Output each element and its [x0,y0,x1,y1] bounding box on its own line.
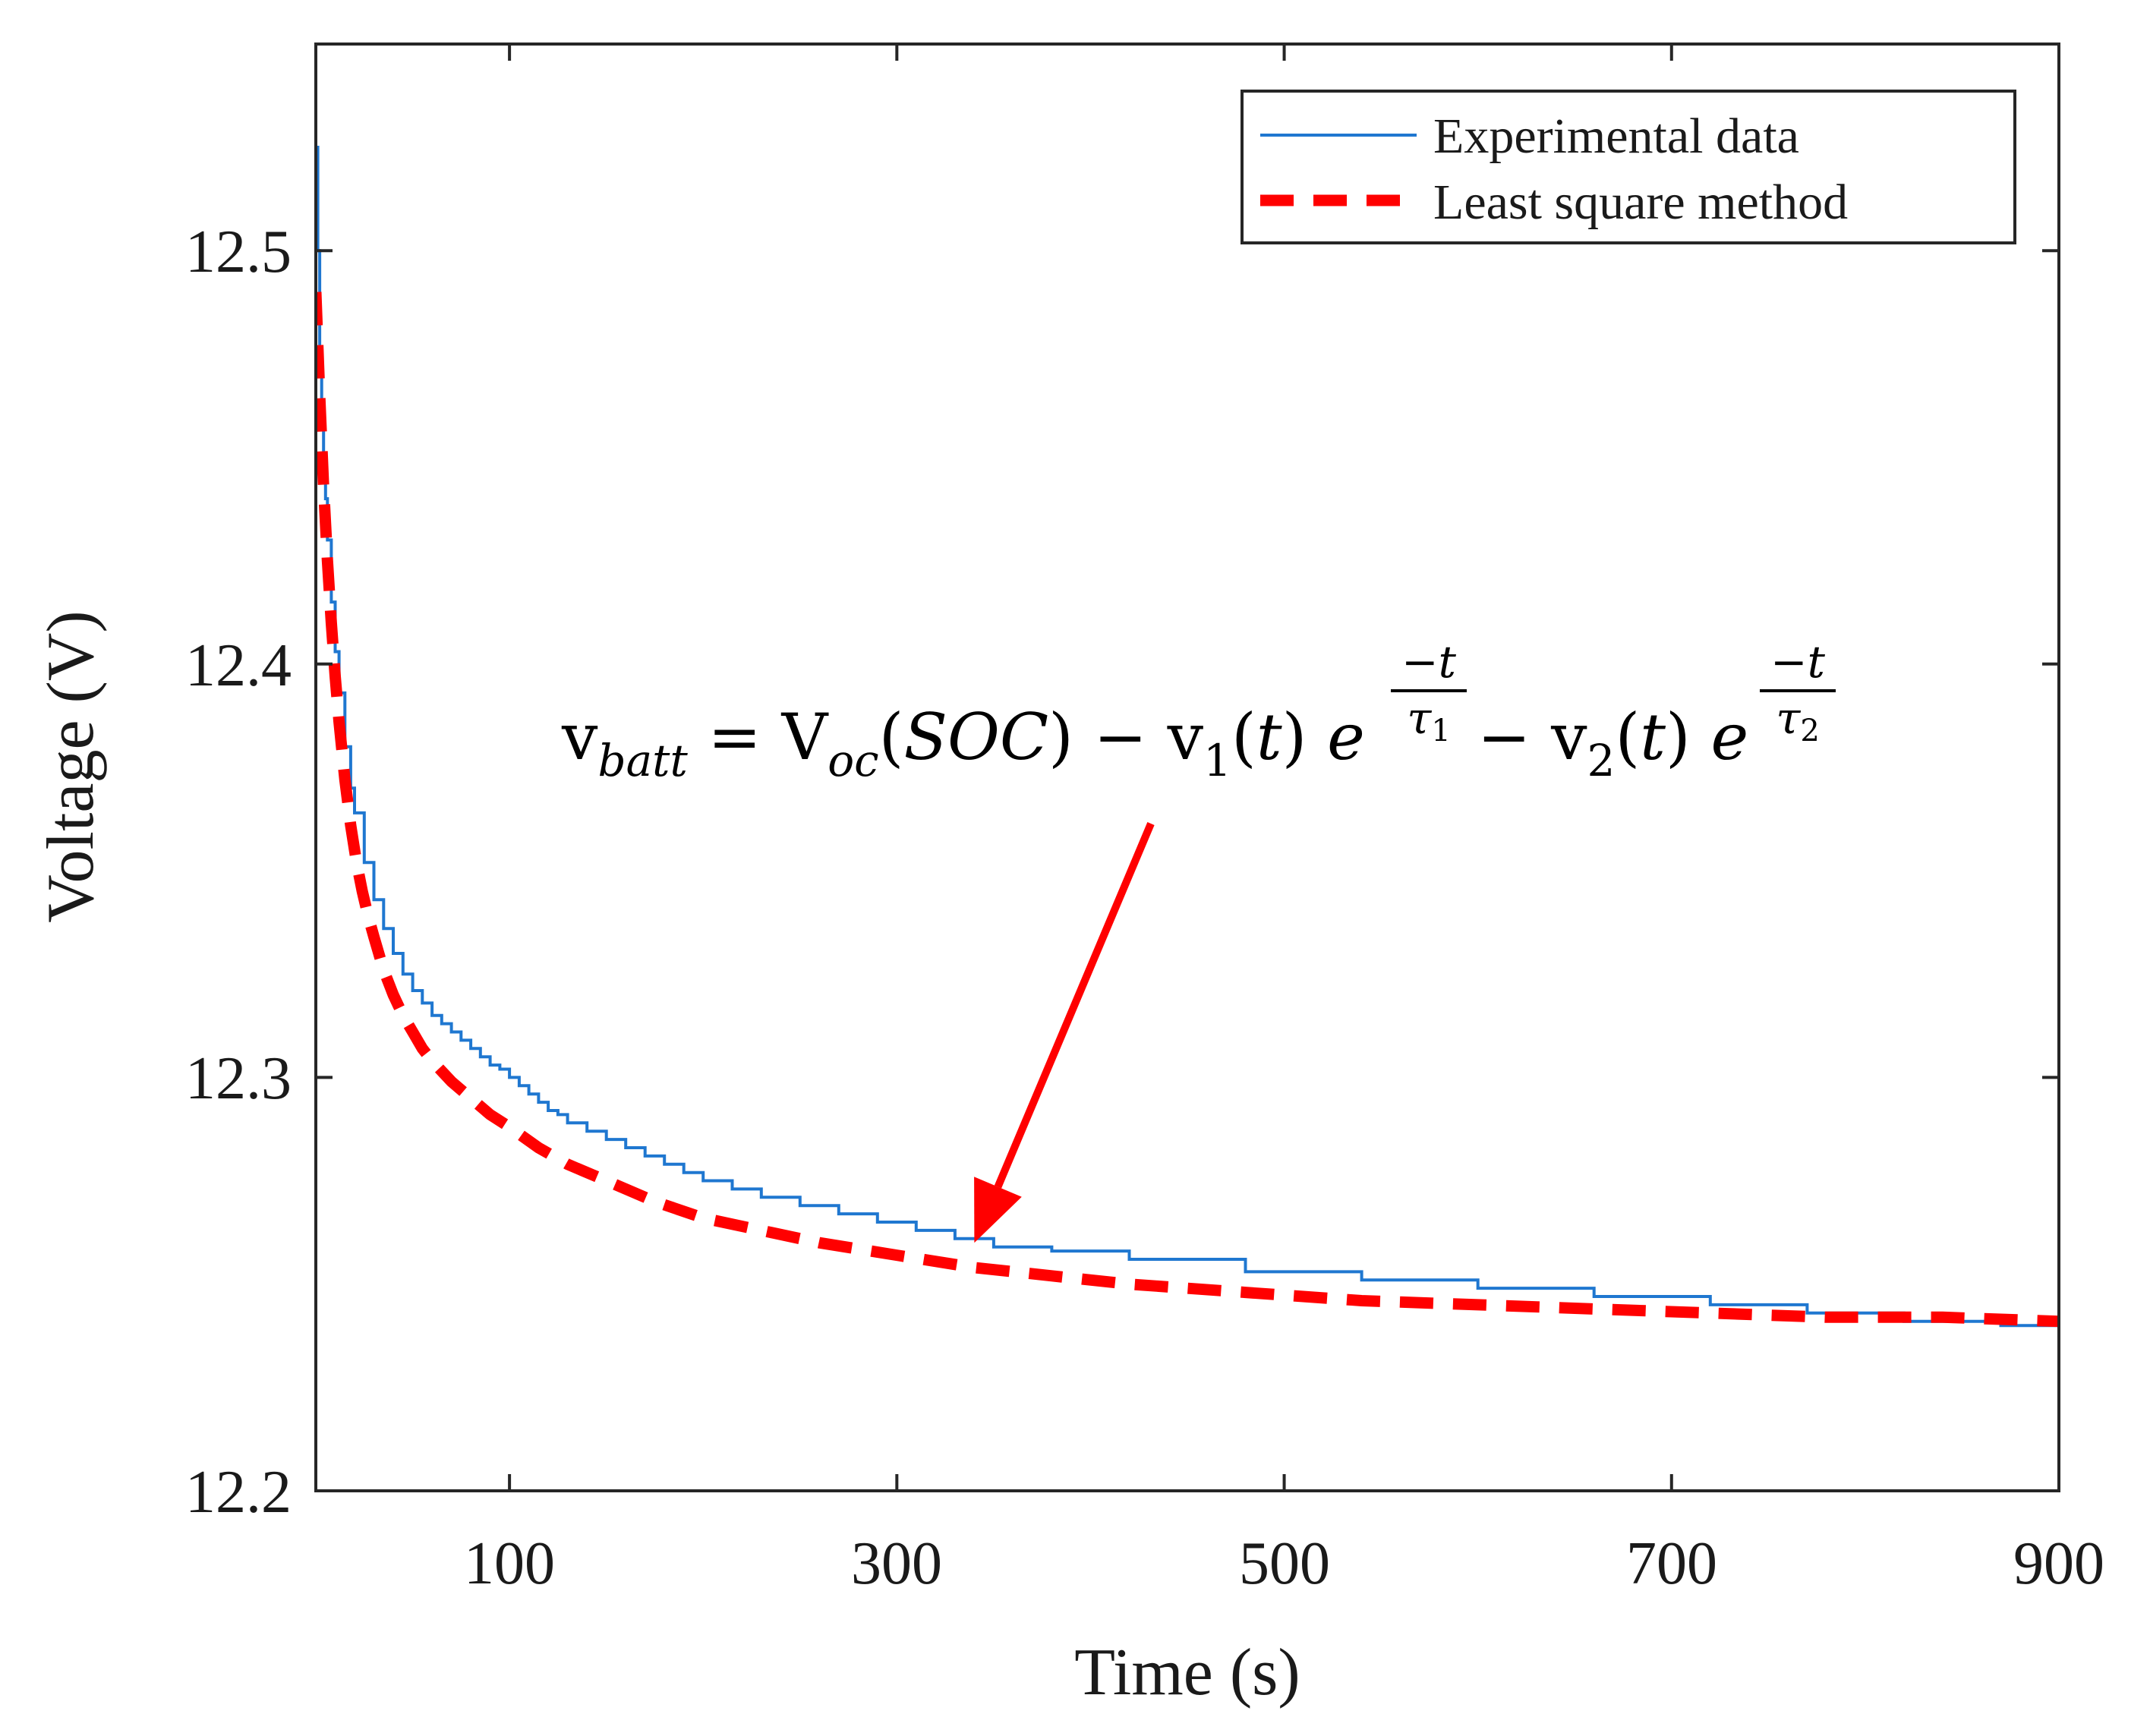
plot-area-frame [314,43,2060,1492]
equation-annotation: vbatt = Voc(SOC) − v1(t) e −t τ1 − v2(t)… [561,636,1836,786]
y-tick-labels: 12.2 12.3 12.4 12.5 [185,219,292,1526]
y-axis-title: Voltage (V) [34,610,108,922]
exponent-2-denominator: τ2 [1776,692,1820,748]
y-tick-label: 12.2 [185,1459,292,1526]
arrow-shaft [994,822,1155,1189]
y-tick-label: 12.5 [185,219,292,285]
exponent-1-numerator: −t [1401,636,1457,688]
x-tick-label: 900 [2013,1530,2104,1597]
y-tick-label: 12.3 [185,1045,292,1112]
legend-box [1241,90,2016,244]
x-axis-title: Time (s) [1074,1636,1300,1709]
x-axis-ticks [508,44,2060,1491]
x-tick-label: 300 [851,1530,942,1597]
y-tick-label: 12.4 [185,632,292,699]
annotation-arrow [974,822,1155,1243]
x-tick-label: 700 [1626,1530,1717,1597]
x-tick-label: 100 [464,1530,555,1597]
arrow-head [974,1177,1022,1243]
equation-text: vbatt = Voc(SOC) − v1(t) e [561,700,1365,786]
legend-label-experimental: Experimental data [1433,109,1799,164]
x-tick-labels: 100 300 500 700 900 [464,1530,2104,1597]
legend-label-fit: Least square method [1433,175,1848,230]
least-square-method-line [316,291,2059,1328]
y-axis-ticks [316,249,2059,1492]
legend: Experimental data Least square method [1241,90,2016,244]
exponent-2-numerator: −t [1770,636,1826,688]
x-tick-label: 500 [1239,1530,1330,1597]
exponent-1-denominator: τ1 [1407,692,1451,748]
